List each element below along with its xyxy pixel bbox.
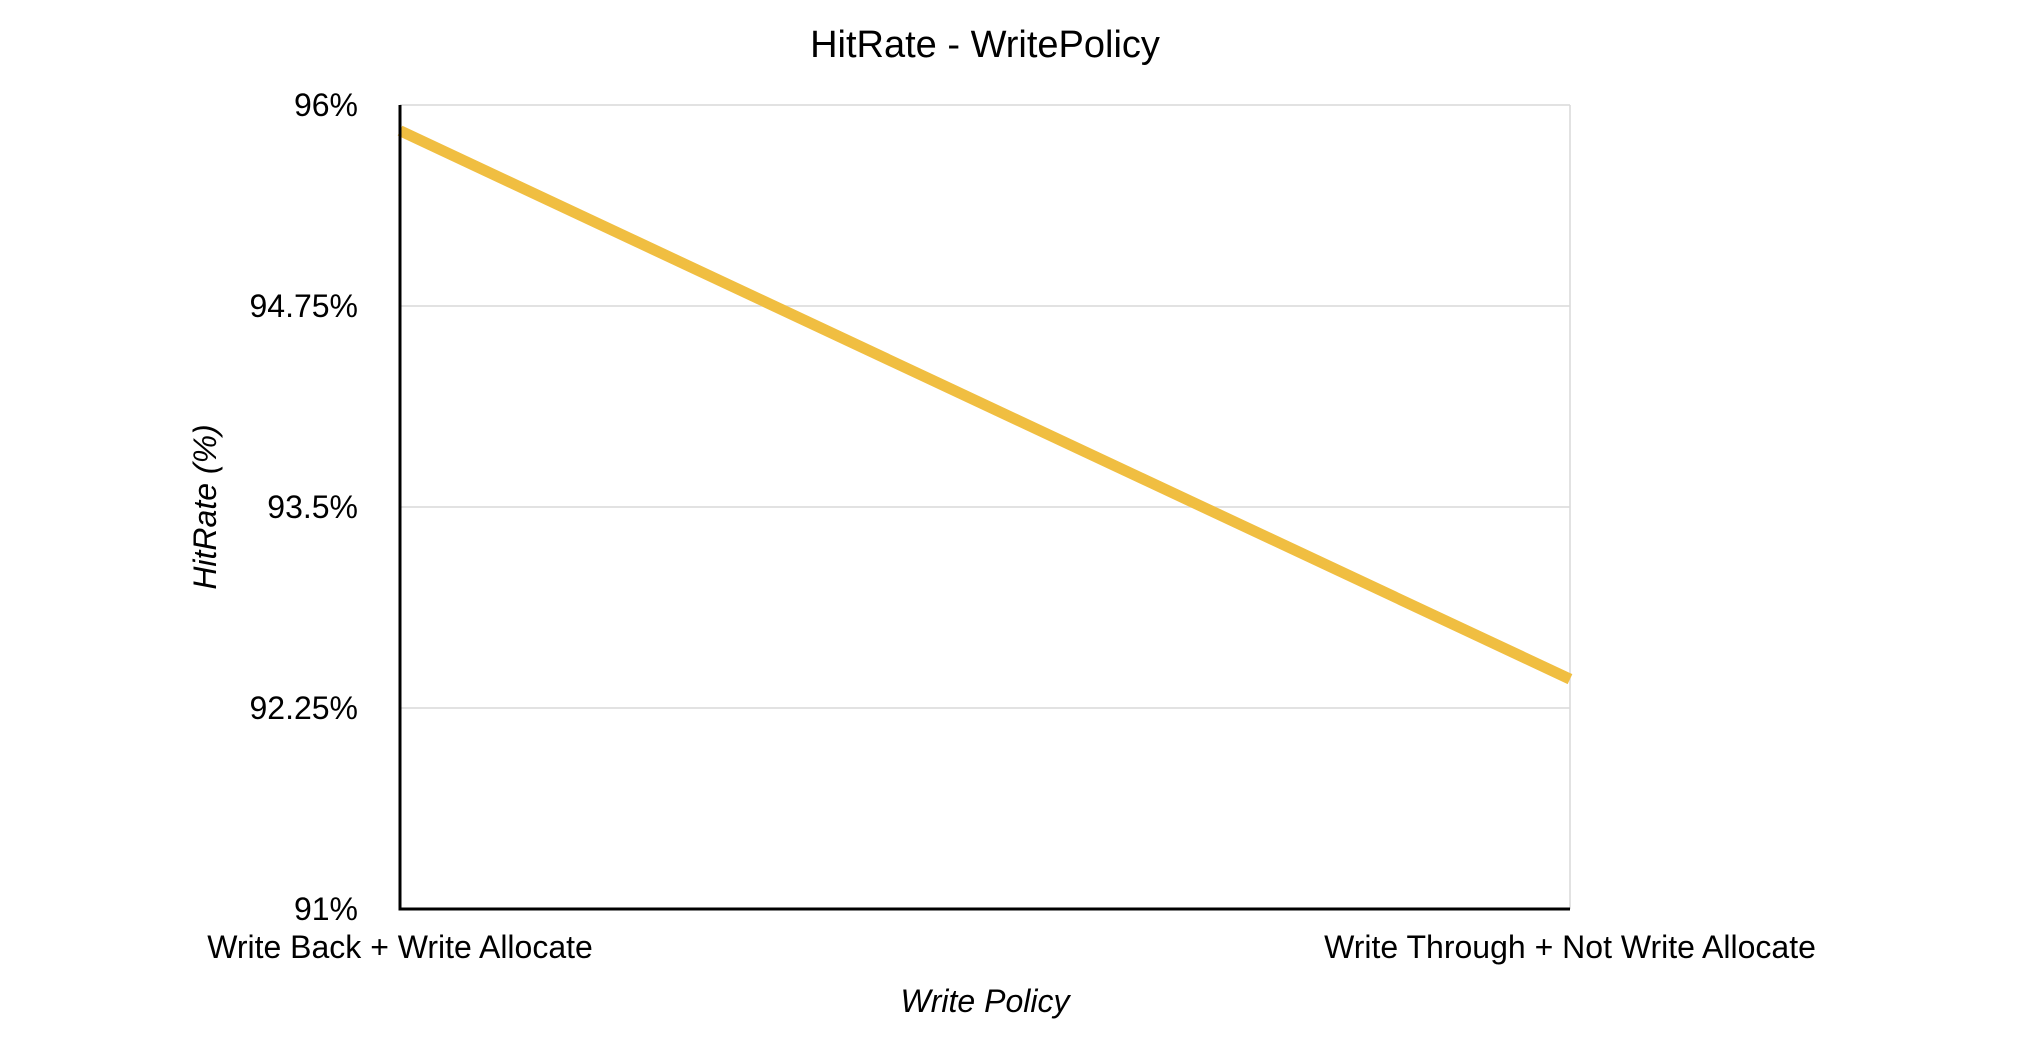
chart-title: HitRate - WritePolicy <box>810 24 1160 66</box>
y-tick-label-2: 93.5% <box>267 489 358 525</box>
y-tick-labels: 91% 92.25% 93.5% 94.75% 96% <box>249 87 358 927</box>
series-line-0 <box>397 125 1573 685</box>
y-tick-label-4: 96% <box>294 87 358 123</box>
axes <box>398 105 1570 911</box>
x-tick-label-0: Write Back + Write Allocate <box>207 929 593 965</box>
series-layer <box>397 125 1573 685</box>
x-tick-label-1: Write Through + Not Write Allocate <box>1324 929 1816 965</box>
grid-lines <box>400 104 1570 709</box>
y-tick-label-1: 92.25% <box>249 690 358 726</box>
x-tick-labels: Write Back + Write Allocate Write Through… <box>207 929 1816 965</box>
y-tick-label-3: 94.75% <box>249 288 358 324</box>
y-axis-label: HitRate (%) <box>187 424 223 589</box>
y-tick-label-0: 91% <box>294 891 358 927</box>
x-axis-label: Write Policy <box>901 983 1072 1019</box>
